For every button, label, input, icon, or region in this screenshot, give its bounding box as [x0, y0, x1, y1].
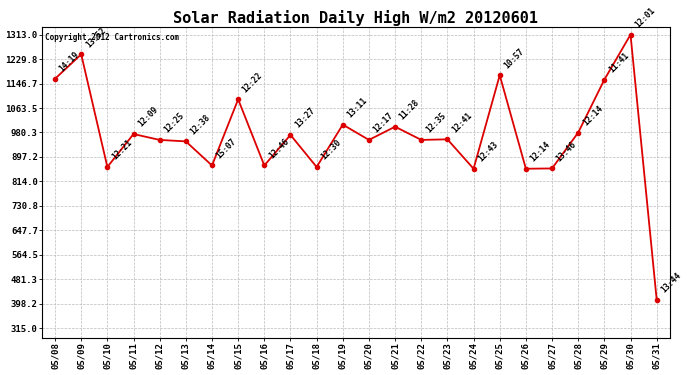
Text: 15:07: 15:07 [215, 136, 238, 160]
Text: Copyright 2012 Cartronics.com: Copyright 2012 Cartronics.com [45, 33, 179, 42]
Text: 11:41: 11:41 [607, 51, 631, 74]
Text: 12:35: 12:35 [424, 111, 448, 135]
Text: 12:01: 12:01 [633, 6, 657, 29]
Text: 12:22: 12:22 [241, 70, 264, 94]
Text: 12:46: 12:46 [267, 136, 290, 160]
Title: Solar Radiation Daily High W/m2 20120601: Solar Radiation Daily High W/m2 20120601 [173, 9, 538, 26]
Text: 13:46: 13:46 [555, 140, 578, 163]
Text: 12:17: 12:17 [371, 111, 395, 135]
Text: 12:38: 12:38 [188, 112, 212, 136]
Text: 13:27: 13:27 [293, 106, 317, 130]
Text: 14:19: 14:19 [58, 50, 81, 74]
Text: 13:44: 13:44 [659, 271, 683, 294]
Text: 12:41: 12:41 [450, 110, 473, 134]
Text: 13:52: 13:52 [83, 26, 108, 49]
Text: 12:14: 12:14 [581, 104, 604, 127]
Text: 12:09: 12:09 [136, 105, 160, 129]
Text: 11:28: 11:28 [397, 98, 422, 122]
Text: 12:25: 12:25 [162, 111, 186, 135]
Text: 12:21: 12:21 [110, 138, 134, 162]
Text: 12:43: 12:43 [476, 140, 500, 164]
Text: 12:30: 12:30 [319, 138, 343, 162]
Text: 12:14: 12:14 [529, 140, 552, 164]
Text: 13:11: 13:11 [346, 96, 369, 119]
Text: 10:57: 10:57 [502, 46, 526, 70]
